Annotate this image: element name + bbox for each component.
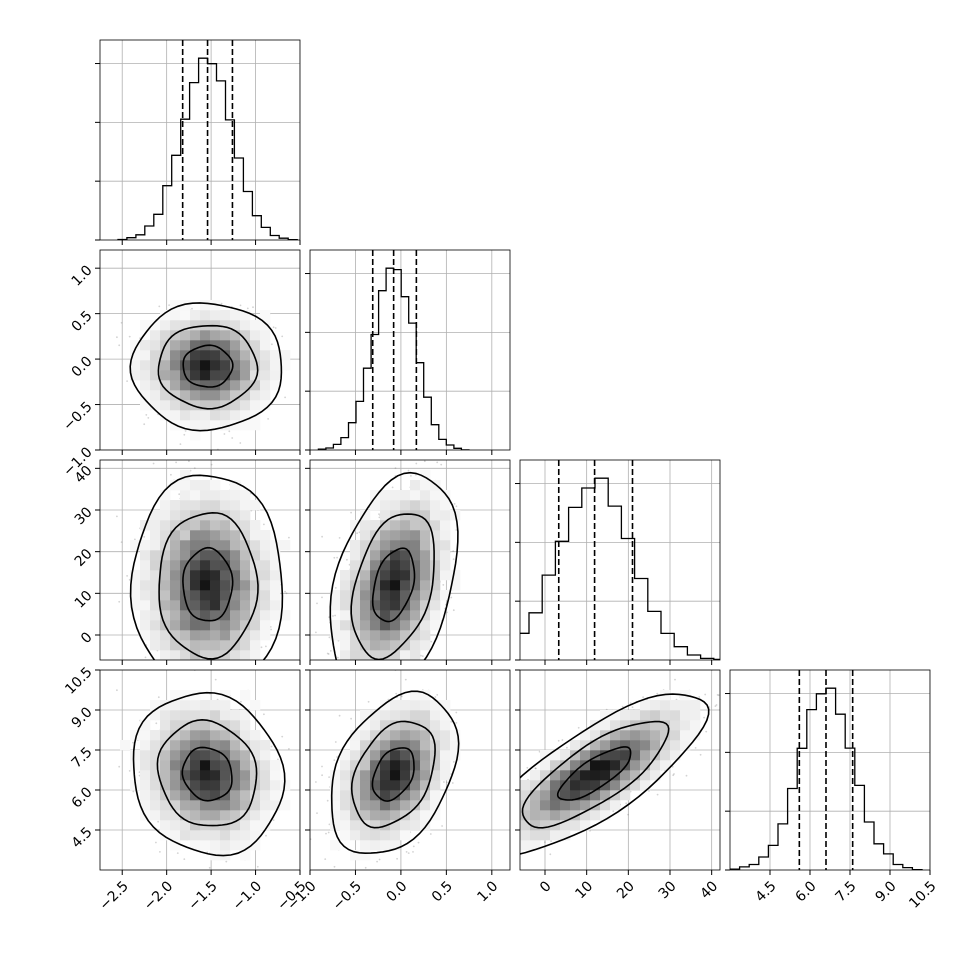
sample-point [220,302,223,305]
sample-point [272,326,275,329]
sample-point [228,430,231,433]
sample-point [179,443,182,445]
sample-point [145,414,148,416]
sample-point [281,335,284,338]
sample-point [116,336,118,339]
sample-point [274,327,277,329]
sample-point [184,430,187,432]
sample-point [223,433,226,435]
sample-point [168,304,171,306]
sample-point [143,423,146,426]
sample-point [118,344,121,347]
sample-point [191,307,193,310]
sample-point [158,305,161,308]
sample-point [147,417,150,419]
sample-point [126,380,128,382]
density-panel-1-0 [95,249,301,455]
sample-point [183,433,186,436]
sample-point [231,437,234,439]
sample-point [139,337,142,339]
sample-point [246,307,249,310]
sample-point [239,304,242,307]
sample-point [128,335,131,338]
sample-point [267,418,269,420]
panel-content [100,250,300,450]
sample-point [284,396,286,399]
sample-point [239,442,242,444]
sample-point [271,343,273,346]
sample-point [120,321,123,324]
sample-point [252,306,254,309]
